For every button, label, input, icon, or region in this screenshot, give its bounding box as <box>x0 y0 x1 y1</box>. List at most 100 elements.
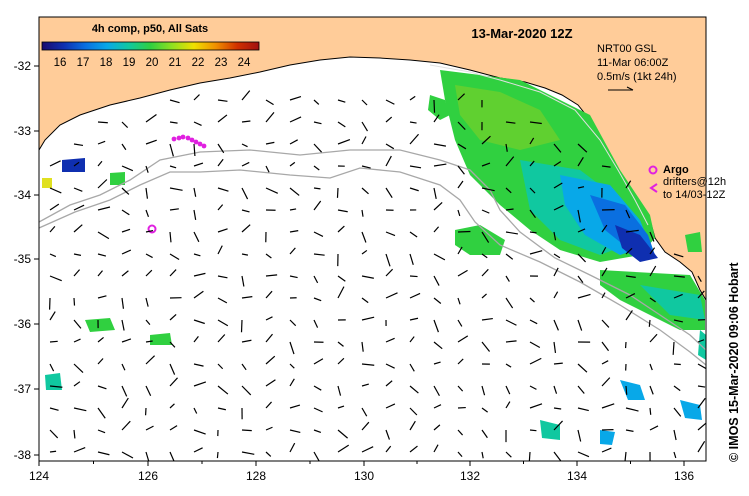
current-arrow <box>409 231 418 238</box>
current-arrow <box>457 269 468 277</box>
current-arrow <box>241 296 253 299</box>
current-arrow <box>337 286 345 299</box>
current-arrow <box>193 231 200 243</box>
current-arrow <box>73 338 81 343</box>
current-arrow <box>409 385 419 394</box>
current-arrow <box>553 341 557 354</box>
current-arrow <box>601 224 608 233</box>
current-arrow <box>73 224 83 233</box>
current-arrow <box>673 429 677 441</box>
isobath-line <box>39 167 706 366</box>
current-arrow <box>553 204 564 211</box>
current-arrow <box>625 275 636 278</box>
current-arrow <box>217 385 229 395</box>
current-arrow <box>241 143 248 148</box>
current-arrow <box>529 341 541 349</box>
current-arrow <box>121 209 130 216</box>
current-arrow <box>337 139 351 145</box>
current-arrow <box>73 143 84 147</box>
current-arrow <box>481 293 487 299</box>
current-arrow <box>385 268 394 277</box>
current-arrow <box>577 228 586 233</box>
current-arrow <box>481 451 484 459</box>
current-arrow <box>145 297 149 307</box>
current-arrow <box>97 121 108 124</box>
current-arrow <box>361 231 367 243</box>
current-arrow <box>457 451 463 458</box>
current-arrow <box>217 407 226 411</box>
current-arrow <box>625 310 633 321</box>
current-arrow <box>361 249 368 255</box>
y-tick-label: -35 <box>14 252 32 266</box>
current-arrow <box>433 99 436 113</box>
current-arrow <box>169 253 180 260</box>
current-arrow <box>265 165 270 173</box>
current-arrow <box>697 397 706 409</box>
current-arrow <box>409 317 419 321</box>
current-arrow <box>49 385 63 388</box>
current-arrow <box>145 253 153 259</box>
current-arrow <box>529 429 537 432</box>
current-arrow <box>385 403 396 409</box>
current-arrow <box>121 451 134 459</box>
current-arrow <box>289 319 297 327</box>
current-arrow <box>313 121 322 125</box>
current-arrow <box>409 253 414 265</box>
current-arrow <box>577 385 585 394</box>
current-arrow <box>433 424 441 431</box>
imos-credit: © IMOS 15-Mar-2020 09:06 Hobart <box>727 262 741 462</box>
current-arrow <box>673 253 684 258</box>
current-arrow <box>73 407 87 412</box>
current-arrow <box>481 253 488 259</box>
current-arrow <box>361 383 369 387</box>
current-arrow <box>433 385 440 397</box>
current-arrow <box>553 362 563 365</box>
current-arrow <box>697 339 705 343</box>
current-arrow <box>505 187 512 194</box>
x-tick-label: 124 <box>29 469 49 483</box>
current-arrow <box>505 121 516 124</box>
current-arrow <box>313 253 325 256</box>
current-arrow <box>265 401 272 409</box>
current-arrow <box>169 269 177 277</box>
current-arrow <box>529 403 543 409</box>
current-arrow <box>169 187 183 191</box>
current-arrow <box>505 231 518 235</box>
current-arrow <box>97 179 108 189</box>
current-arrow <box>529 250 543 255</box>
current-arrow <box>649 247 656 255</box>
colorbar-tick-label: 21 <box>169 57 182 69</box>
current-arrow <box>73 187 83 192</box>
current-arrow <box>313 385 322 391</box>
current-arrow <box>457 246 463 255</box>
drifter-track <box>171 134 207 149</box>
current-arrow <box>337 429 348 439</box>
current-arrow <box>577 143 588 153</box>
current-arrow <box>577 407 589 412</box>
current-arrow <box>289 95 302 101</box>
current-arrow <box>216 451 219 459</box>
current-arrow <box>193 447 203 453</box>
current-arrow <box>457 180 464 189</box>
current-arrow <box>241 120 251 123</box>
current-arrow <box>672 341 675 355</box>
current-arrow <box>289 404 301 409</box>
current-arrow <box>601 292 606 299</box>
current-arrow <box>505 275 510 282</box>
current-arrow <box>697 290 705 299</box>
colorbar-tick-label: 20 <box>146 57 159 69</box>
argo-float-marker[interactable] <box>147 224 157 234</box>
current-arrow <box>601 267 608 277</box>
current-arrow <box>361 421 370 431</box>
x-tick-label: 134 <box>567 469 587 483</box>
current-arrow <box>457 121 466 131</box>
x-tick-label: 132 <box>460 469 480 483</box>
current-arrow <box>601 246 607 255</box>
current-arrow <box>193 187 197 197</box>
current-arrow <box>49 429 59 439</box>
current-arrow <box>49 225 56 233</box>
current-arrow <box>649 363 653 371</box>
current-arrow <box>265 316 273 321</box>
current-arrow <box>97 160 103 167</box>
drifter-legend-line2: to 14/03-12Z <box>663 189 726 201</box>
